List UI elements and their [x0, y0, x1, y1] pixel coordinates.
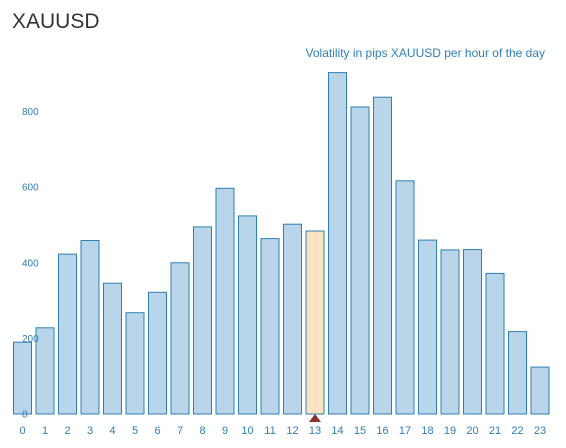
current-hour-marker-icon	[309, 414, 321, 422]
y-tick-label: 600	[22, 183, 39, 194]
bar-hour-8[interactable]	[193, 226, 212, 415]
x-tick-label: 5	[132, 425, 138, 437]
bar-hour-4[interactable]	[103, 282, 122, 415]
x-tick-label: 19	[444, 425, 456, 437]
y-axis-labels: 0 200 400 600 800	[22, 107, 39, 420]
x-tick-label: 11	[264, 425, 275, 437]
x-tick-label: 21	[489, 425, 501, 437]
x-tick-label: 18	[421, 425, 433, 437]
bar-hour-5[interactable]	[125, 312, 145, 415]
y-tick-label: 200	[22, 334, 39, 345]
current-hour-marker-group	[309, 414, 321, 422]
bar-hour-20[interactable]	[463, 249, 482, 415]
bar-hour-2[interactable]	[58, 253, 77, 415]
x-axis-labels: 0 1 2 3 4 5 6 7 8 9 10 11 12 13 14 15 16 17 18 19 20 21 22 23	[19, 425, 546, 437]
bars-group	[13, 72, 550, 415]
bar-hour-1[interactable]	[35, 327, 55, 415]
y-tick-label: 0	[22, 410, 28, 421]
bar-hour-7[interactable]	[170, 262, 190, 415]
bar-hour-10[interactable]	[238, 215, 257, 415]
bar-hour-12[interactable]	[283, 223, 302, 415]
bar-hour-16[interactable]	[373, 96, 392, 415]
bar-hour-22[interactable]	[508, 331, 527, 415]
x-tick-label: 14	[331, 425, 343, 437]
bar-hour-23[interactable]	[530, 366, 550, 415]
bar-hour-17[interactable]	[395, 180, 415, 415]
bar-hour-21[interactable]	[485, 272, 505, 415]
x-tick-label: 13	[309, 425, 321, 437]
bar-hour-11[interactable]	[260, 238, 280, 415]
x-tick-label: 16	[376, 425, 388, 437]
bar-hour-13[interactable]	[305, 230, 325, 415]
bar-hour-15[interactable]	[350, 106, 370, 415]
x-tick-label: 9	[222, 425, 228, 437]
y-tick-label: 800	[22, 107, 39, 118]
x-tick-label: 1	[42, 425, 48, 437]
x-tick-label: 22	[511, 425, 523, 437]
x-tick-label: 10	[241, 425, 253, 437]
bar-hour-3[interactable]	[80, 240, 100, 415]
bar-hour-0[interactable]	[13, 341, 32, 415]
bar-hour-19[interactable]	[440, 249, 460, 415]
x-tick-label: 8	[199, 425, 205, 437]
bar-hour-6[interactable]	[148, 291, 167, 415]
x-tick-label: 15	[354, 425, 366, 437]
x-tick-label: 20	[466, 425, 478, 437]
x-tick-label: 12	[286, 425, 298, 437]
x-tick-label: 0	[19, 425, 25, 437]
chart-title: Volatility in pips XAUUSD per hour of th…	[306, 46, 545, 60]
bar-hour-9[interactable]	[215, 187, 235, 415]
x-tick-label: 23	[534, 425, 546, 437]
y-tick-label: 400	[22, 258, 39, 269]
page-title: XAUUSD	[12, 10, 100, 33]
x-tick-label: 6	[154, 425, 160, 437]
x-tick-label: 17	[399, 425, 411, 437]
bar-hour-18[interactable]	[418, 239, 437, 415]
x-tick-label: 7	[177, 425, 183, 437]
x-tick-label: 4	[109, 425, 115, 437]
x-tick-label: 3	[87, 425, 93, 437]
x-tick-label: 2	[64, 425, 70, 437]
bar-hour-14[interactable]	[328, 72, 347, 415]
